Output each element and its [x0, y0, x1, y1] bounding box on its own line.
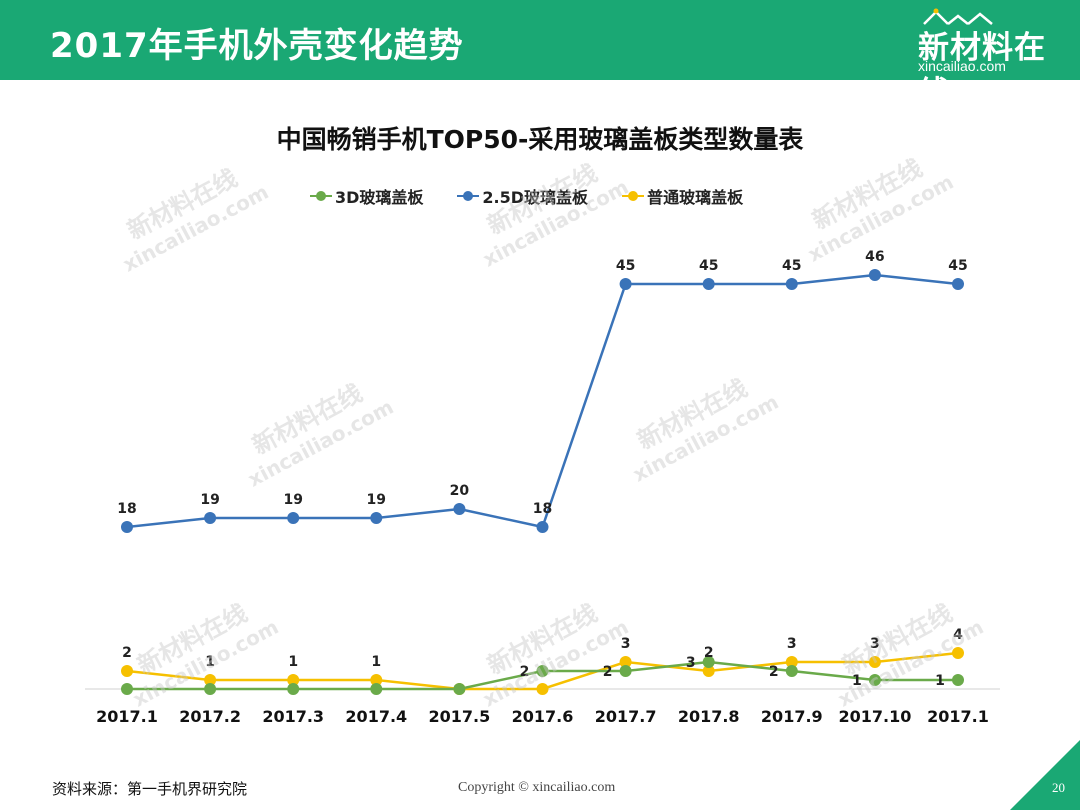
- data-label: 20: [450, 483, 470, 499]
- x-tick-label: 2017.9: [761, 707, 823, 726]
- data-point: [702, 656, 715, 668]
- data-point: [453, 503, 466, 515]
- data-point: [121, 665, 133, 677]
- data-label: 19: [367, 492, 386, 508]
- data-point: [702, 278, 715, 290]
- data-label: 2: [769, 664, 779, 680]
- legend-item-2-5d: 2.5D玻璃盖板: [457, 184, 588, 208]
- data-point: [619, 656, 632, 668]
- data-point: [785, 278, 798, 290]
- x-tick-label: 2017.1: [927, 707, 989, 726]
- data-point: [952, 647, 964, 659]
- copyright-text: Copyright © xincailiao.com: [458, 780, 616, 795]
- legend-label-2-5d: 2.5D玻璃盖板: [482, 188, 589, 207]
- data-point: [785, 656, 798, 668]
- data-label: 2: [704, 645, 714, 661]
- data-point: [204, 674, 217, 686]
- data-label: 2: [603, 664, 613, 680]
- data-point: [536, 521, 549, 533]
- x-tick-label: 2017.3: [262, 707, 324, 726]
- data-label: 4: [953, 627, 963, 643]
- data-point: [952, 278, 964, 290]
- brand-logo: 新材料在线 xincailiao.com: [910, 8, 1050, 111]
- data-label: 18: [117, 501, 136, 517]
- data-point: [785, 665, 798, 677]
- legend-label-3d: 3D玻璃盖板: [335, 188, 424, 207]
- data-point: [370, 674, 383, 686]
- data-point: [868, 269, 881, 281]
- data-label: 19: [200, 492, 219, 508]
- data-point: [619, 665, 632, 677]
- logo-text-en: xincailiao.com: [918, 58, 1006, 74]
- x-tick-label: 2017.5: [429, 707, 491, 726]
- data-point: [121, 683, 133, 695]
- legend-swatch-plain: [622, 189, 645, 203]
- series-line: [126, 273, 959, 529]
- x-tick-label: 2017.1: [96, 707, 158, 726]
- data-label: 45: [782, 258, 801, 274]
- data-point: [204, 512, 217, 524]
- data-label: 1: [852, 673, 862, 689]
- data-point: [204, 683, 217, 695]
- data-label: 46: [865, 249, 884, 265]
- house-roof-icon: [923, 8, 993, 25]
- legend-item-3d: 3D玻璃盖板: [310, 184, 423, 208]
- page-number: 20: [1052, 780, 1065, 795]
- data-label: 1: [935, 673, 945, 689]
- data-label: 18: [533, 501, 552, 517]
- data-point: [619, 278, 632, 290]
- data-point: [370, 683, 383, 695]
- legend-item-plain: 普通玻璃盖板: [622, 184, 743, 208]
- data-point: [702, 665, 715, 677]
- data-point: [287, 512, 300, 524]
- legend-swatch-3d: [310, 189, 332, 203]
- x-tick-label: 2017.4: [345, 707, 407, 726]
- data-label: 45: [948, 258, 967, 274]
- header-bar: 2017年手机外壳变化趋势 新材料在线 xincailiao.com: [0, 0, 1080, 111]
- data-label: 1: [205, 654, 215, 670]
- data-point: [868, 656, 881, 668]
- data-label: 19: [283, 492, 302, 508]
- data-point: [453, 683, 466, 695]
- data-label: 45: [699, 258, 718, 274]
- data-point: [952, 674, 964, 686]
- data-label: 3: [870, 636, 880, 652]
- chart-legend: 3D玻璃盖板 2.5D玻璃盖板 普通玻璃盖板: [310, 184, 743, 208]
- page-title: 2017年手机外壳变化趋势: [50, 26, 464, 66]
- data-point: [370, 512, 383, 524]
- data-label: 1: [288, 654, 298, 670]
- logo-text-cn: 新材料在线: [918, 30, 1046, 111]
- data-label: 3: [621, 636, 631, 652]
- data-label: 3: [787, 636, 797, 652]
- x-tick-label: 2017.10: [838, 707, 911, 726]
- x-tick-label: 2017.8: [678, 707, 740, 726]
- data-point: [287, 674, 300, 686]
- data-point: [536, 665, 549, 677]
- data-label: 45: [616, 258, 635, 274]
- x-tick-label: 2017.2: [179, 707, 241, 726]
- data-point: [868, 674, 881, 686]
- data-label: 1: [371, 654, 381, 670]
- data-point: [287, 683, 300, 695]
- legend-swatch-2-5d: [457, 189, 480, 203]
- source-note: 资料来源：第一手机界研究院: [52, 780, 248, 798]
- x-tick-label: 2017.7: [595, 707, 657, 726]
- legend-label-plain: 普通玻璃盖板: [647, 188, 744, 207]
- x-tick-label: 2017.6: [512, 707, 574, 726]
- chart-title: 中国畅销手机TOP50-采用玻璃盖板类型数量表: [276, 125, 804, 154]
- data-point: [536, 683, 549, 695]
- data-label: 2: [122, 645, 132, 661]
- data-label: 3: [686, 655, 696, 671]
- data-label: 2: [520, 664, 530, 680]
- data-point: [121, 521, 133, 533]
